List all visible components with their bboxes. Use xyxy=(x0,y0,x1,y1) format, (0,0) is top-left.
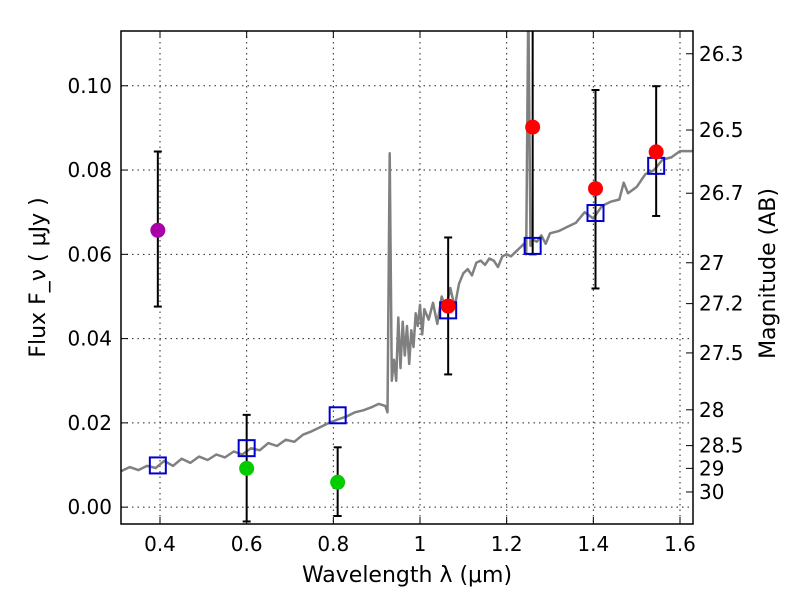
x-tick-label: 1 xyxy=(414,532,427,556)
y-right-tick-label: 28.5 xyxy=(699,434,744,458)
data-point xyxy=(525,119,541,135)
y-tick-label: 0.10 xyxy=(67,74,112,98)
model-square xyxy=(586,204,605,223)
data-point xyxy=(648,144,664,160)
y-tick-label: 0.06 xyxy=(67,242,112,266)
y-right-tick-label: 29 xyxy=(699,456,724,480)
x-tick-label: 1.4 xyxy=(577,532,609,556)
model-square xyxy=(148,456,167,475)
x-tick-label: 0.4 xyxy=(144,532,176,556)
markers xyxy=(148,119,666,490)
y-right-tick-label: 28 xyxy=(699,398,724,422)
grid-lines xyxy=(121,31,693,524)
model-square xyxy=(328,406,347,425)
spectrum-line xyxy=(121,31,693,473)
y-right-tick-label: 27 xyxy=(699,251,724,275)
ticks: 0.4 0.6 0.8 1 1.2 1.4 1.6 0.00 0.02 0.04 0.06 0.08 0… xyxy=(67,31,744,556)
y-tick-label: 0.04 xyxy=(67,327,112,351)
y-axis-label: Flux F_ν ( μJy ) xyxy=(26,197,51,357)
spectrum-layer xyxy=(121,31,693,473)
y-tick-label: 0.00 xyxy=(67,495,112,519)
y-right-tick-label: 26.7 xyxy=(699,181,744,205)
error-bars xyxy=(153,31,661,523)
x-tick-label: 0.8 xyxy=(317,532,349,556)
y-tick-label: 0.02 xyxy=(67,411,112,435)
y-right-tick-label: 26.5 xyxy=(699,118,744,142)
y-axis-right-label: Magnitude (AB) xyxy=(756,188,781,359)
y-right-tick-label: 27.5 xyxy=(699,341,744,365)
x-tick-label: 0.6 xyxy=(231,532,263,556)
x-axis-label: Wavelength λ (μm) xyxy=(302,563,512,588)
model-square xyxy=(237,439,256,458)
data-point xyxy=(588,181,603,197)
y-right-tick-label: 27.2 xyxy=(699,292,744,316)
y-right-tick-label: 26.3 xyxy=(699,42,744,66)
x-tick-label: 1.2 xyxy=(491,532,523,556)
plot-frame xyxy=(120,30,694,525)
y-right-tick-label: 30 xyxy=(699,480,724,504)
y-tick-label: 0.08 xyxy=(67,158,112,182)
model-square xyxy=(523,236,542,255)
data-point xyxy=(239,460,255,476)
data-point xyxy=(150,222,166,238)
data-point xyxy=(330,474,346,490)
data-point xyxy=(440,298,456,314)
x-tick-label: 1.6 xyxy=(664,532,696,556)
